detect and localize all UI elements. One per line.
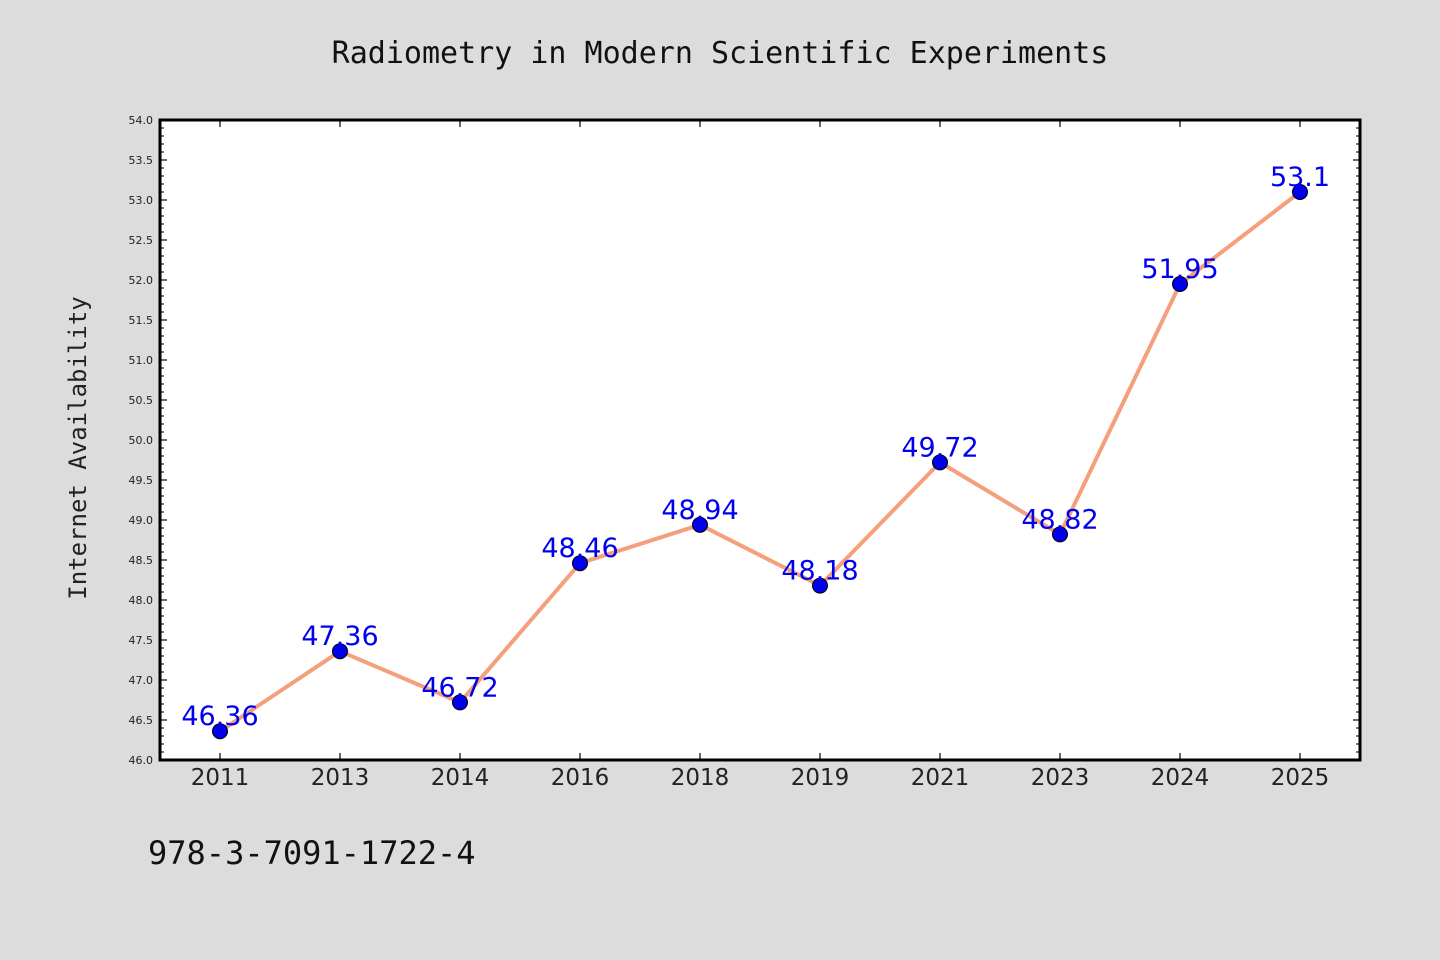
data-label: 53.1 — [1270, 162, 1330, 193]
chart-title: Radiometry in Modern Scientific Experime… — [332, 36, 1109, 71]
y-tick-label: 53.5 — [129, 154, 154, 167]
isbn-footer: 978-3-7091-1722-4 — [148, 834, 476, 872]
x-tick-label: 2024 — [1151, 765, 1210, 791]
data-point-marker — [332, 643, 348, 660]
x-tick-label: 2023 — [1031, 765, 1090, 791]
y-tick-label: 53.0 — [129, 194, 154, 207]
x-tick-label: 2021 — [911, 765, 970, 791]
y-tick-label: 46.5 — [129, 714, 154, 727]
data-label: 48.94 — [661, 495, 738, 526]
y-tick-label: 48.5 — [129, 554, 154, 567]
axis-ticks: 46.0 46.5 47.0 47.5 48.0 48.5 49.0 49.5 50.0 50.5… — [129, 114, 1360, 791]
x-tick-label: 2025 — [1271, 765, 1330, 791]
y-tick-label: 47.0 — [129, 674, 154, 687]
x-tick-label: 2014 — [431, 765, 490, 791]
y-tick-label: 46.0 — [129, 754, 154, 767]
data-label: 47.36 — [301, 621, 378, 652]
y-tick-label: 52.0 — [129, 274, 154, 287]
x-tick-label: 2016 — [551, 765, 610, 791]
y-tick-label: 47.5 — [129, 634, 154, 647]
y-tick-label: 50.5 — [129, 394, 154, 407]
series-line-group — [212, 184, 1308, 740]
data-label: 46.36 — [181, 701, 258, 732]
data-labels-group: 46.36 47.36 46.72 48.46 48.94 48.18 49.72 48.82… — [181, 162, 1330, 732]
data-point-marker — [1292, 184, 1308, 200]
y-tick-label: 51.5 — [129, 314, 154, 327]
data-label: 48.18 — [781, 556, 858, 587]
y-tick-label: 54.0 — [129, 114, 154, 127]
data-label: 49.72 — [901, 432, 978, 463]
data-label: 46.72 — [421, 672, 498, 703]
data-label: 51.95 — [1141, 254, 1218, 285]
y-tick-label: 52.5 — [129, 234, 154, 247]
y-tick-label: 49.5 — [129, 474, 154, 487]
y-tick-label: 51.0 — [129, 354, 154, 367]
data-point-marker — [572, 555, 588, 572]
data-point-marker — [932, 454, 948, 471]
y-tick-label: 49.0 — [129, 514, 154, 527]
x-tick-label: 2018 — [671, 765, 730, 791]
x-tick-label: 2013 — [311, 765, 370, 791]
data-point-marker — [212, 723, 228, 740]
y-axis-label: Internet Availability — [64, 296, 92, 599]
data-label: 48.82 — [1021, 504, 1098, 535]
data-point-marker — [692, 516, 708, 533]
plot-area — [158, 118, 1362, 762]
data-point-marker — [1052, 526, 1068, 543]
data-label: 48.46 — [541, 533, 618, 564]
data-point-marker — [452, 694, 468, 711]
x-tick-label: 2011 — [191, 765, 250, 791]
data-point-marker — [1172, 276, 1188, 292]
series-line — [218, 190, 1302, 734]
data-point-marker — [812, 577, 828, 594]
x-tick-label: 2019 — [791, 765, 850, 791]
y-tick-label: 48.0 — [129, 594, 154, 607]
y-tick-label: 50.0 — [129, 434, 154, 447]
